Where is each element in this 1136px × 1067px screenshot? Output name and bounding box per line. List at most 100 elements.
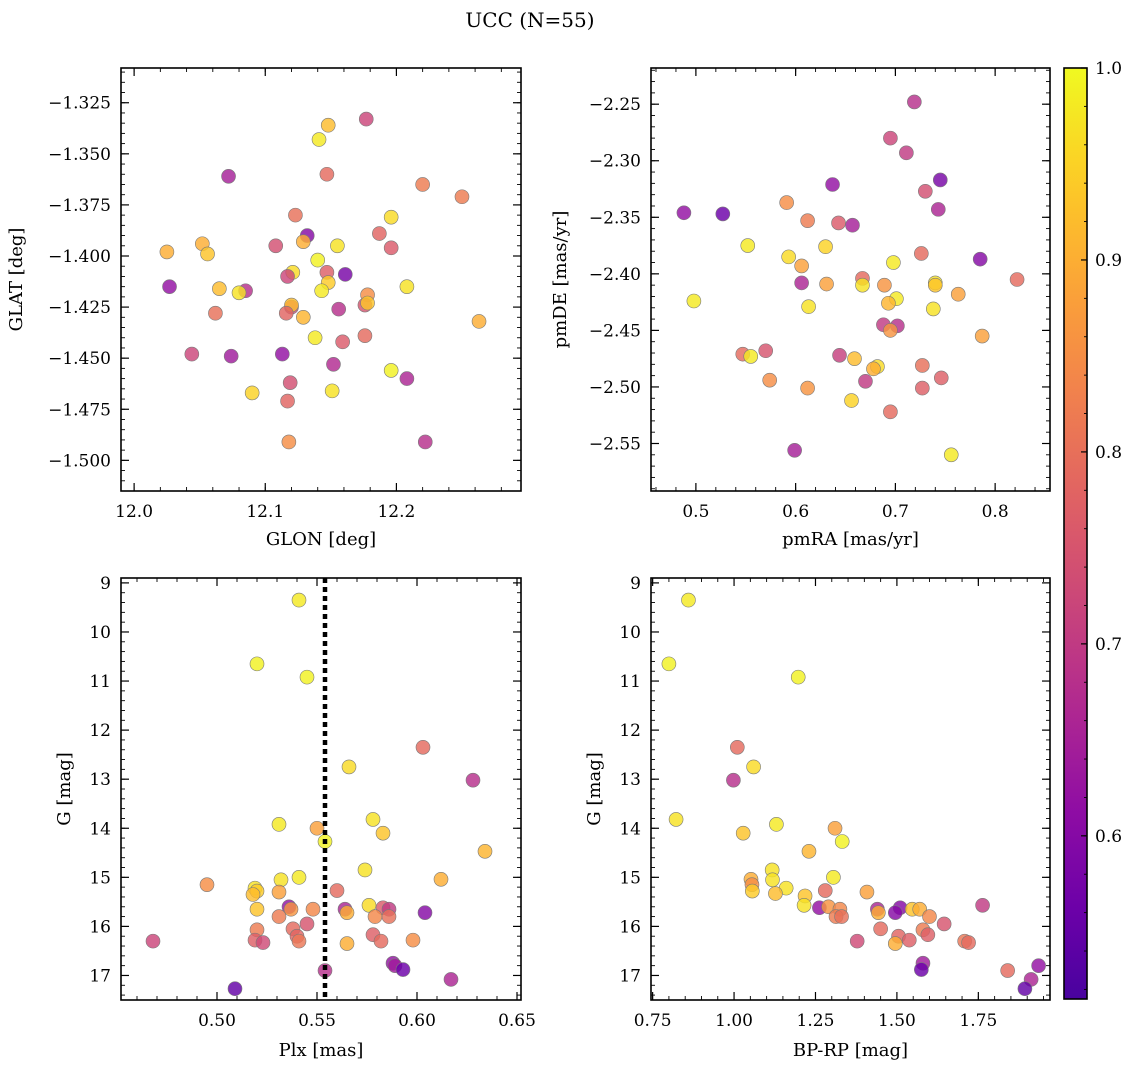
- scatter-point: [339, 936, 355, 951]
- scatter-point: [796, 897, 812, 913]
- x-tick-label: 1.00: [715, 1011, 753, 1031]
- y-tick-label: −2.40: [589, 265, 641, 285]
- scatter-point: [291, 870, 307, 885]
- scatter-point: [383, 240, 399, 256]
- scatter-point: [746, 759, 761, 775]
- scatter-point: [762, 372, 778, 388]
- scatter-point: [858, 373, 873, 389]
- scatter-point: [415, 739, 431, 755]
- scatter-point: [886, 255, 901, 270]
- scatter-point: [329, 883, 345, 898]
- scatter-point: [330, 238, 345, 254]
- scatter-point: [357, 328, 373, 343]
- scatter-point: [914, 246, 929, 261]
- scatter-point: [212, 281, 227, 296]
- scatter-point: [249, 656, 265, 672]
- scatter-point: [668, 812, 684, 827]
- scatter-point: [433, 871, 449, 887]
- x-axis-label: BP-RP [mag]: [793, 1040, 908, 1061]
- scatter-point: [676, 205, 692, 221]
- scatter-point: [295, 310, 311, 325]
- scatter-point: [184, 346, 200, 362]
- x-tick-label: 0.8: [982, 502, 1009, 522]
- y-tick-label: −1.375: [48, 196, 111, 216]
- y-tick-label: −1.475: [48, 400, 111, 420]
- scatter-point: [255, 935, 271, 950]
- scatter-point: [912, 901, 928, 917]
- y-tick-label: 14: [89, 819, 111, 839]
- scatter-point: [357, 862, 373, 878]
- scatter-point: [415, 177, 430, 192]
- scatter-point: [271, 817, 287, 832]
- scatter-point: [950, 286, 966, 302]
- scatter-point: [877, 277, 892, 293]
- x-axis-label: pmRA [mas/yr]: [782, 529, 919, 550]
- y-tick-label: 11: [619, 672, 641, 692]
- scatter-point: [907, 94, 922, 110]
- scatter-point: [273, 872, 289, 888]
- y-tick-label: −1.450: [48, 349, 111, 369]
- y-tick-label: 9: [630, 574, 641, 594]
- scatter-point: [726, 772, 741, 788]
- scatter-point: [373, 933, 389, 949]
- scatter-point: [314, 283, 329, 299]
- scatter-point: [275, 346, 290, 362]
- scatter-point: [915, 358, 930, 373]
- scatter-point: [859, 884, 875, 900]
- scatter-point: [927, 277, 943, 293]
- scatter-point: [305, 901, 321, 917]
- scatter-point: [855, 277, 870, 293]
- scatter-point: [291, 592, 307, 608]
- scatter-point: [331, 301, 347, 317]
- y-tick-label: 9: [100, 574, 111, 594]
- scatter-point: [367, 909, 383, 924]
- scatter-point: [245, 887, 261, 902]
- scatter-point: [801, 299, 816, 314]
- scatter-point: [800, 213, 815, 228]
- y-tick-label: −2.55: [589, 434, 641, 454]
- scatter-point: [324, 383, 340, 399]
- scatter-point: [686, 293, 702, 309]
- scatter-panels: 12.0 12.1 12.2 −1.325 −1.350 −1.375 −1.400 −1.4…: [6, 67, 1051, 1061]
- scatter-point: [920, 927, 936, 943]
- y-tick-label: 13: [89, 770, 111, 790]
- colorbar-tick-label: 0.7: [1095, 635, 1122, 655]
- scatter-point: [715, 206, 731, 222]
- scatter-point: [361, 897, 377, 913]
- scatter-point: [283, 901, 299, 917]
- x-tick-label: 1.50: [878, 1011, 916, 1031]
- scatter-point: [681, 592, 696, 608]
- colorbar: 1.0 0.9 0.8 0.7 0.6: [1063, 59, 1122, 1000]
- y-tick-label: −1.500: [48, 451, 111, 471]
- scatter-point: [320, 117, 336, 133]
- x-tick-label: 12.0: [115, 502, 153, 522]
- scatter-point: [159, 244, 175, 260]
- scatter-point: [454, 189, 470, 205]
- scatter-point: [800, 380, 815, 396]
- scatter-point: [271, 884, 287, 900]
- scatter-point: [790, 669, 806, 685]
- y-tick-label: 15: [619, 868, 641, 888]
- scatter-point: [335, 334, 350, 350]
- scatter-point: [326, 357, 341, 372]
- scatter-point: [309, 820, 325, 836]
- scatter-point: [471, 314, 487, 329]
- scatter-point: [925, 301, 941, 317]
- y-tick-label: −1.425: [48, 298, 111, 318]
- scatter-panel-3: 0.50 0.55 0.60 0.65 9 10 11 12 13 14 15 16 17 Plx [ma…: [54, 574, 536, 1061]
- scatter-point: [299, 916, 315, 932]
- scatter-point: [291, 933, 307, 949]
- scatter-point: [779, 195, 794, 210]
- scatter-point: [339, 905, 355, 920]
- scatter-point: [735, 825, 751, 841]
- scatter-point: [200, 246, 215, 262]
- scatter-point: [162, 279, 177, 294]
- colorbar-tick-label: 0.6: [1095, 827, 1122, 847]
- scatter-point: [319, 166, 335, 182]
- scatter-point: [268, 238, 284, 254]
- scatter-point: [199, 877, 215, 892]
- x-tick-label: 1.75: [959, 1011, 997, 1031]
- y-tick-label: 17: [89, 966, 111, 986]
- y-tick-label: 10: [89, 623, 111, 643]
- scatter-point: [794, 258, 809, 274]
